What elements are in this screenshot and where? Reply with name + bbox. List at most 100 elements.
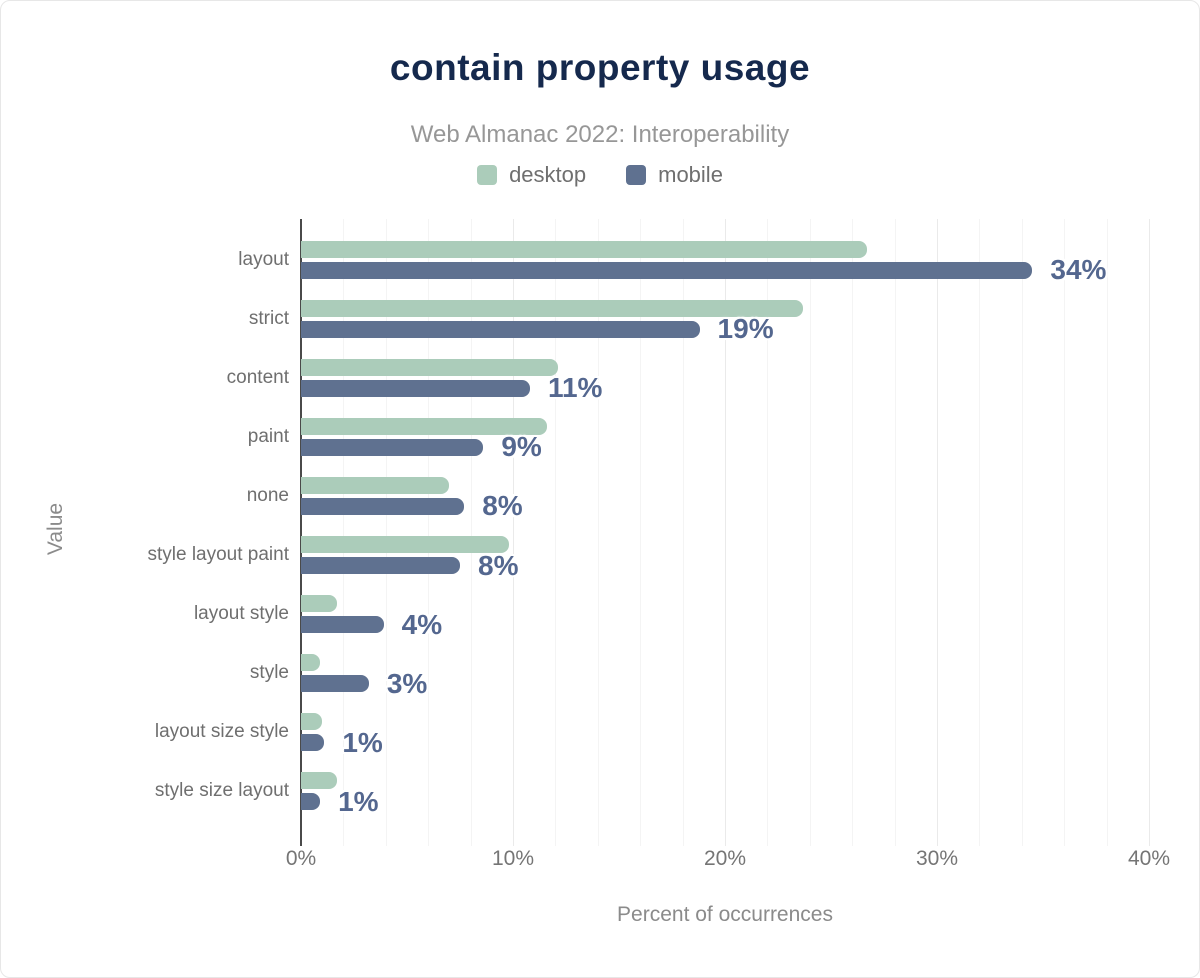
category-label: paint — [247, 425, 289, 447]
gridline — [428, 219, 430, 846]
chart-subtitle: Web Almanac 2022: Interoperability — [410, 121, 790, 148]
gridline — [894, 219, 896, 846]
y-axis-title: Value — [44, 502, 67, 556]
y-axis-line — [300, 219, 302, 846]
bar-rows: layout 34% strict 19% content 11% paint 9% none 8… — [147, 230, 1149, 821]
data-label: 11% — [547, 372, 603, 404]
gridline — [979, 219, 981, 846]
gridline — [809, 219, 811, 846]
desktop-bar[interactable] — [301, 713, 323, 731]
mobile-bar[interactable] — [301, 793, 321, 811]
gridline — [640, 219, 642, 846]
mobile-swatch-icon — [626, 165, 647, 185]
gridline — [1149, 219, 1150, 846]
gridline — [555, 219, 557, 846]
bar-pair — [301, 595, 1149, 634]
mobile-bar[interactable] — [301, 557, 460, 575]
gridline — [682, 219, 684, 846]
legend-label: desktop — [509, 162, 587, 187]
gridline — [937, 219, 938, 846]
mobile-bar[interactable] — [301, 320, 700, 338]
legend-label: mobile — [658, 162, 723, 187]
mobile-bar[interactable] — [301, 261, 1033, 279]
bar-pair — [301, 476, 1149, 515]
data-label: 3% — [386, 667, 428, 699]
bar-pair — [301, 240, 1149, 279]
desktop-swatch-icon — [477, 165, 498, 185]
gridline — [1106, 219, 1108, 846]
category-label: content — [226, 366, 289, 388]
gridline — [513, 219, 514, 846]
gridline — [343, 219, 345, 846]
bar-group-layout-size-style: layout size style 1% — [155, 703, 1149, 762]
gridline — [1021, 219, 1023, 846]
bar-pair — [301, 772, 1149, 811]
bar-pair — [301, 299, 1149, 338]
gridline — [597, 219, 599, 846]
gridline — [385, 219, 387, 846]
x-tick-label: 30% — [915, 847, 959, 870]
bar-pair — [301, 358, 1149, 397]
bar-group-none: none 8% — [247, 466, 1149, 525]
desktop-bar[interactable] — [301, 358, 558, 376]
desktop-bar[interactable] — [301, 476, 450, 494]
mobile-bar[interactable] — [301, 438, 484, 456]
gridline — [470, 219, 472, 846]
category-label: none — [246, 484, 289, 506]
x-tick-label: 20% — [703, 847, 747, 870]
category-label: style size layout — [154, 780, 289, 802]
category-label: style — [249, 662, 289, 684]
category-label: layout style — [193, 603, 289, 625]
desktop-bar[interactable] — [301, 299, 804, 317]
mobile-bar[interactable] — [301, 734, 325, 752]
legend-item-mobile[interactable]: mobile — [626, 162, 723, 188]
bar-group-style: style 3% — [250, 644, 1149, 703]
data-label: 8% — [478, 549, 519, 581]
desktop-bar[interactable] — [301, 240, 868, 258]
bar-group-strict: strict 19% — [249, 289, 1149, 348]
mobile-bar[interactable] — [301, 497, 465, 515]
desktop-bar[interactable] — [301, 654, 321, 672]
x-tick-label: 40% — [1127, 847, 1171, 870]
bar-pair — [301, 417, 1149, 456]
bar-group-layout-style: layout style 4% — [194, 585, 1149, 644]
bar-group-content: content 11% — [227, 348, 1149, 407]
gridline — [725, 219, 726, 846]
bar-pair — [301, 713, 1149, 752]
desktop-bar[interactable] — [301, 536, 509, 554]
category-label: strict — [248, 307, 289, 329]
data-label: 1% — [338, 785, 379, 817]
bar-group-style-layout-paint: style layout paint 8% — [147, 526, 1149, 585]
mobile-bar[interactable] — [301, 675, 369, 693]
chart-title: contain property usage — [389, 47, 811, 88]
bar-group-paint: paint 9% — [248, 407, 1149, 466]
data-label: 19% — [717, 313, 774, 345]
desktop-bar[interactable] — [301, 417, 547, 435]
x-tick-label: 0% — [285, 847, 317, 870]
gridline — [1064, 219, 1066, 846]
desktop-bar[interactable] — [301, 595, 338, 613]
gridline — [767, 219, 769, 846]
mobile-bar[interactable] — [301, 379, 530, 397]
category-label: style layout paint — [147, 544, 289, 566]
category-label: layout — [238, 248, 289, 270]
data-label: 1% — [342, 726, 383, 758]
category-label: layout size style — [154, 721, 289, 743]
bar-group-style-size-layout: style size layout 1% — [155, 762, 1149, 821]
data-label: 4% — [401, 608, 443, 640]
gridline — [852, 219, 854, 846]
bar-pair — [301, 536, 1149, 575]
x-tick-label: 10% — [491, 847, 535, 870]
data-label: 34% — [1050, 254, 1107, 286]
data-label: 8% — [482, 490, 523, 522]
bar-group-layout: layout 34% — [238, 230, 1149, 289]
plot-area: layout 34% strict 19% content 11% paint 9% none 8… — [147, 219, 1150, 846]
mobile-bar[interactable] — [301, 616, 384, 634]
desktop-bar[interactable] — [301, 772, 338, 790]
x-axis-title: Percent of occurrences — [617, 903, 833, 926]
data-label: 9% — [501, 431, 542, 463]
legend-item-desktop[interactable]: desktop — [477, 162, 586, 188]
bar-pair — [301, 654, 1149, 693]
legend: desktop mobile — [1, 162, 1199, 188]
